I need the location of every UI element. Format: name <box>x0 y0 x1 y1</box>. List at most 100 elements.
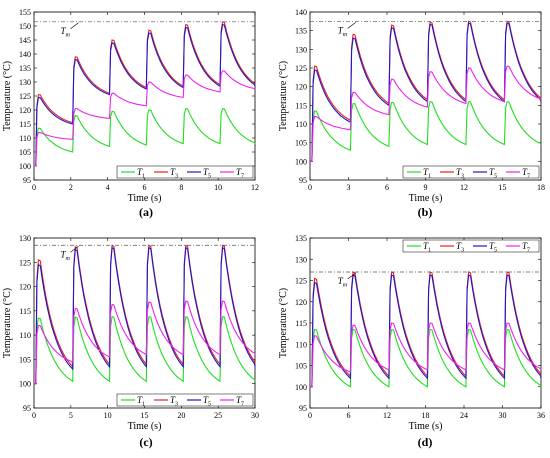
legend-label-T3: T3 <box>456 241 464 254</box>
y-tick-label: 95 <box>299 176 307 185</box>
y-tick-label: 100 <box>295 157 307 166</box>
y-tick-label: 155 <box>19 8 31 17</box>
y-tick-label: 125 <box>19 92 31 101</box>
legend-label-T7: T7 <box>236 395 244 408</box>
legend-label-T1: T1 <box>423 241 431 254</box>
legend-label-T3: T3 <box>456 167 464 180</box>
x-tick-label: 18 <box>537 183 545 192</box>
legend-label-T1: T1 <box>137 167 145 180</box>
legend: T1 T3 T5 T7 <box>402 239 540 254</box>
x-axis-label: Time (s) <box>128 421 162 432</box>
series-line-T7 <box>34 70 256 167</box>
plot-area <box>309 11 542 181</box>
ref-line-label: Tm <box>338 25 348 38</box>
chart-panel-2: 0 5 10 15 20 25 30 95 100 105 110 115 120 125 130 Time … <box>2 234 259 432</box>
x-tick-label: 12 <box>251 183 259 192</box>
series-line-T1 <box>310 100 542 162</box>
y-tick-label: 145 <box>19 36 31 45</box>
y-tick-label: 95 <box>23 176 31 185</box>
x-tick-label: 15 <box>141 411 149 420</box>
y-tick-label: 125 <box>19 258 31 267</box>
x-tick-label: 20 <box>177 411 185 420</box>
chart-panel-1: 0 3 6 9 12 15 18 95 100 105 110 115 120 125 130 135 140 T… <box>278 8 545 204</box>
legend-label-T5: T5 <box>489 167 497 180</box>
legend-label-T5: T5 <box>489 241 497 254</box>
y-tick-label: 130 <box>295 45 307 54</box>
y-tick-label: 100 <box>19 380 31 389</box>
y-tick-label: 110 <box>295 340 307 349</box>
y-tick-label: 115 <box>19 120 31 129</box>
ref-line-label: Tm <box>61 26 71 39</box>
y-tick-label: 130 <box>295 255 307 264</box>
y-tick-label: 120 <box>295 83 307 92</box>
x-tick-label: 4 <box>106 183 110 192</box>
panel-caption: (b) <box>418 205 433 219</box>
x-tick-label: 0 <box>308 183 312 192</box>
y-tick-label: 130 <box>19 78 31 87</box>
panel-caption: (c) <box>139 435 152 449</box>
legend: T1 T3 T5 T7 <box>116 393 254 408</box>
y-axis-label: Temperature (°C) <box>278 288 289 358</box>
ref-line-arrow <box>70 246 79 253</box>
chart-panel-0: 0 2 4 6 8 10 12 95 100 105 110 115 120 125 130 135 140 14… <box>2 8 259 204</box>
y-tick-label: 120 <box>19 283 31 292</box>
x-tick-label: 12 <box>383 411 391 420</box>
y-tick-label: 100 <box>19 162 31 171</box>
x-tick-label: 24 <box>460 411 468 420</box>
x-tick-label: 12 <box>460 183 468 192</box>
series-line-T7 <box>310 322 542 388</box>
legend-box <box>116 165 254 179</box>
x-tick-label: 6 <box>143 183 147 192</box>
series-line-T1 <box>310 328 542 388</box>
y-tick-label: 95 <box>23 404 31 413</box>
legend-label-T3: T3 <box>170 167 178 180</box>
legend-label-T5: T5 <box>203 395 211 408</box>
legend: T1 T3 T5 T7 <box>116 165 254 180</box>
y-axis-label: Temperature (°C) <box>278 61 289 131</box>
x-tick-label: 0 <box>32 183 36 192</box>
x-tick-label: 10 <box>104 411 112 420</box>
x-tick-label: 25 <box>214 411 222 420</box>
x-tick-label: 30 <box>251 411 259 420</box>
y-tick-label: 115 <box>19 307 31 316</box>
y-tick-label: 135 <box>295 27 307 36</box>
ref-line-arrow <box>70 22 79 30</box>
series-line-T7 <box>310 65 542 162</box>
x-tick-label: 3 <box>347 183 351 192</box>
legend-label-T7: T7 <box>522 167 530 180</box>
y-tick-label: 110 <box>19 331 31 340</box>
x-tick-label: 30 <box>499 411 507 420</box>
y-axis-label: Temperature (°C) <box>2 61 13 131</box>
legend-box <box>116 393 254 407</box>
series-line-T1 <box>34 107 256 167</box>
panel-caption: (d) <box>418 435 433 449</box>
ref-line-label: Tm <box>61 249 71 262</box>
x-tick-label: 36 <box>537 411 545 420</box>
y-tick-label: 135 <box>295 234 307 243</box>
x-axis-label: Time (s) <box>409 421 443 432</box>
series-line-T1 <box>34 315 256 385</box>
y-tick-label: 115 <box>295 101 307 110</box>
x-tick-label: 9 <box>424 183 428 192</box>
legend-box <box>402 165 540 179</box>
legend-label-T7: T7 <box>522 241 530 254</box>
y-tick-label: 125 <box>295 277 307 286</box>
x-axis-label: Time (s) <box>128 193 162 204</box>
x-tick-label: 18 <box>422 411 430 420</box>
y-tick-label: 120 <box>19 106 31 115</box>
y-tick-label: 140 <box>295 8 307 17</box>
ref-line-arrow <box>347 272 356 280</box>
y-tick-label: 150 <box>19 22 31 31</box>
y-tick-label: 110 <box>19 134 31 143</box>
legend-label-T1: T1 <box>137 395 145 408</box>
y-tick-label: 105 <box>295 139 307 148</box>
panel-caption: (a) <box>139 205 153 219</box>
y-axis-label: Temperature (°C) <box>2 288 13 358</box>
y-tick-label: 125 <box>295 64 307 73</box>
legend-label-T5: T5 <box>203 167 211 180</box>
x-tick-label: 10 <box>214 183 222 192</box>
y-tick-label: 105 <box>19 355 31 364</box>
x-tick-label: 15 <box>499 183 507 192</box>
ref-line-arrow <box>347 22 356 29</box>
y-tick-label: 95 <box>299 404 307 413</box>
